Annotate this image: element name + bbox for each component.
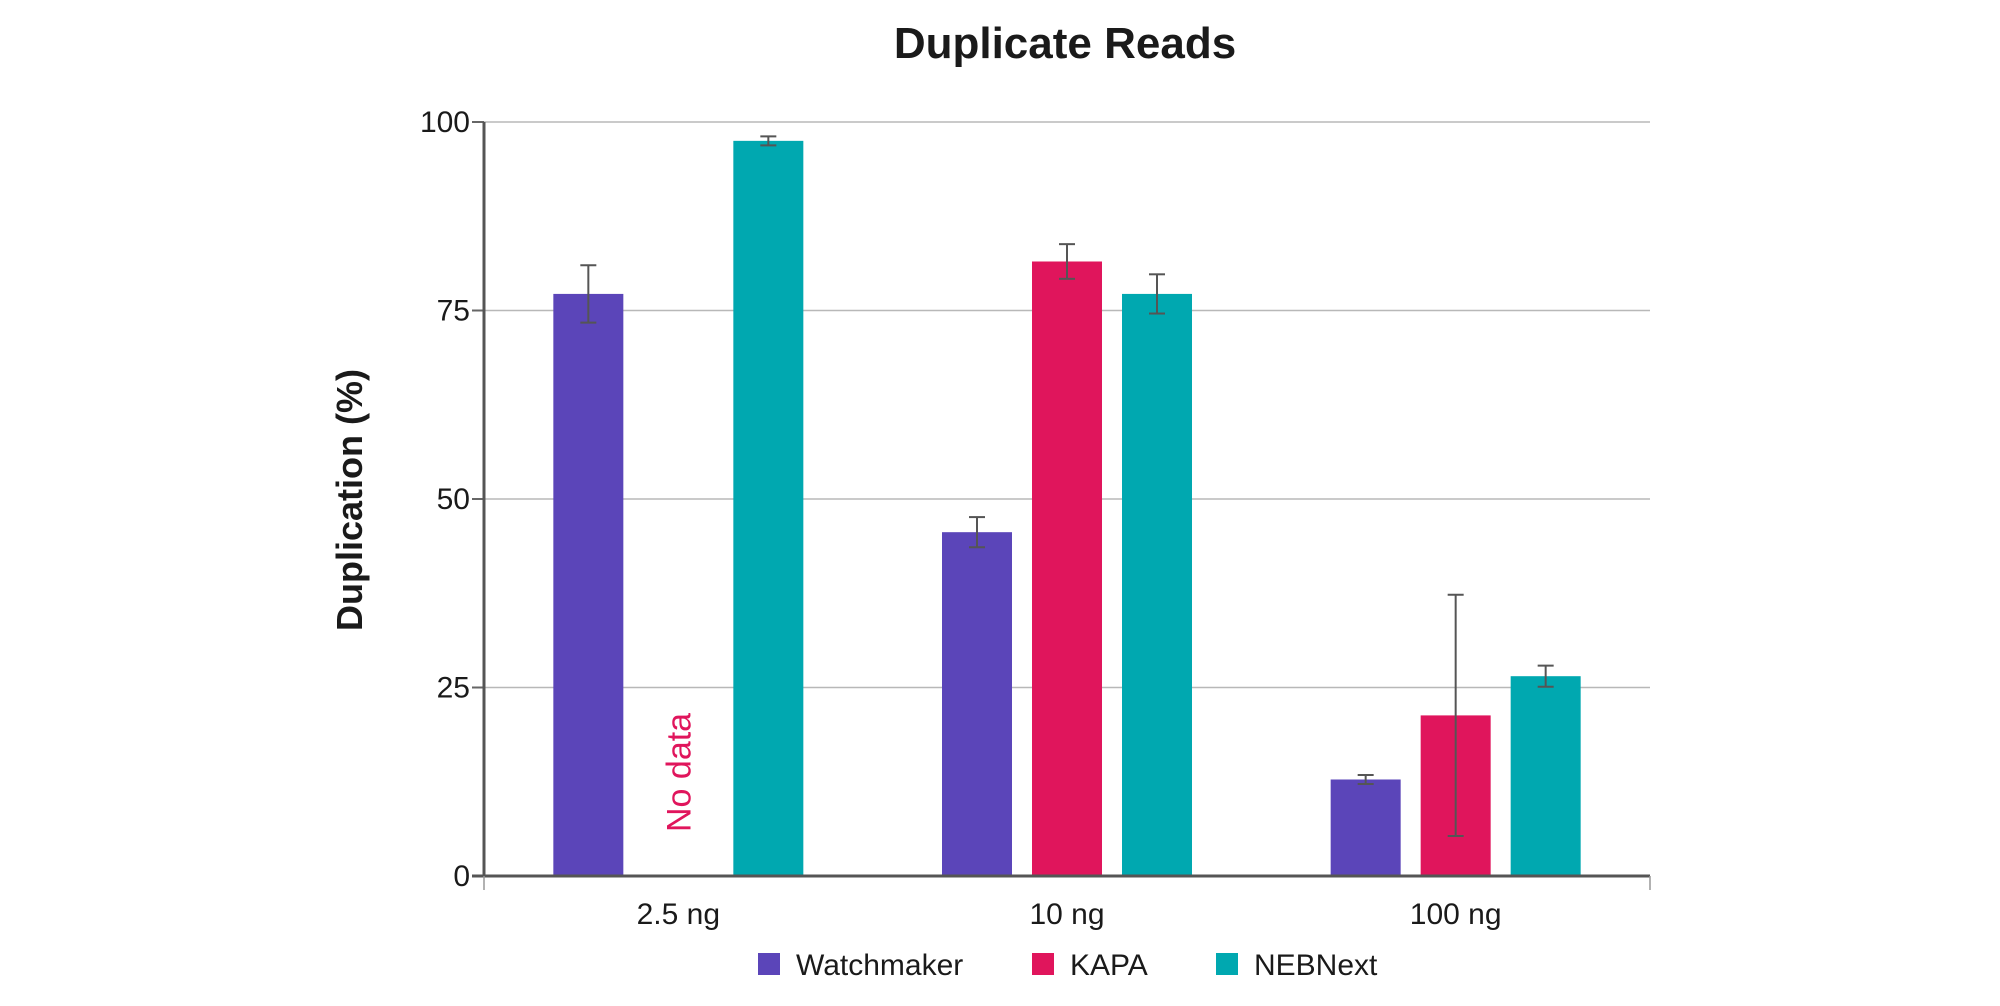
bar	[733, 140, 804, 877]
legend-swatch	[758, 953, 780, 975]
legend-item: NEBNext	[1216, 949, 1378, 982]
y-tick-label: 0	[453, 860, 470, 893]
x-category-label: 10 ng	[1029, 898, 1104, 931]
legend-item: KAPA	[1032, 949, 1148, 982]
y-tick-label: 25	[437, 672, 470, 705]
y-axis-label: Duplication (%)	[329, 369, 370, 631]
x-axis-categories: 2.5 ng 10 ng 100 ng	[637, 898, 1502, 931]
bar	[553, 293, 624, 876]
legend-label: KAPA	[1070, 949, 1148, 982]
annotations: No data	[660, 713, 698, 832]
legend-swatch	[1216, 953, 1238, 975]
y-axis-ticks: 0 25 50 75 100	[420, 106, 484, 893]
bar	[942, 532, 1012, 876]
legend-item: Watchmaker	[758, 949, 963, 982]
y-tick-label: 75	[437, 295, 470, 328]
legend-label: Watchmaker	[796, 949, 963, 982]
y-tick-label: 100	[420, 106, 470, 139]
y-tick-label: 50	[437, 483, 470, 516]
chart-title: Duplicate Reads	[894, 19, 1236, 68]
axes	[472, 122, 1651, 890]
no-data-annotation: No data	[660, 713, 698, 832]
bars	[553, 135, 1581, 877]
bar	[1122, 293, 1192, 876]
x-category-label: 100 ng	[1410, 898, 1502, 931]
bar	[1032, 261, 1102, 876]
legend-label: NEBNext	[1254, 949, 1378, 982]
bar	[1510, 676, 1581, 876]
x-category-label: 2.5 ng	[637, 898, 720, 931]
legend: Watchmaker KAPA NEBNext	[758, 949, 1378, 982]
legend-swatch	[1032, 953, 1054, 975]
bar	[1330, 779, 1401, 876]
